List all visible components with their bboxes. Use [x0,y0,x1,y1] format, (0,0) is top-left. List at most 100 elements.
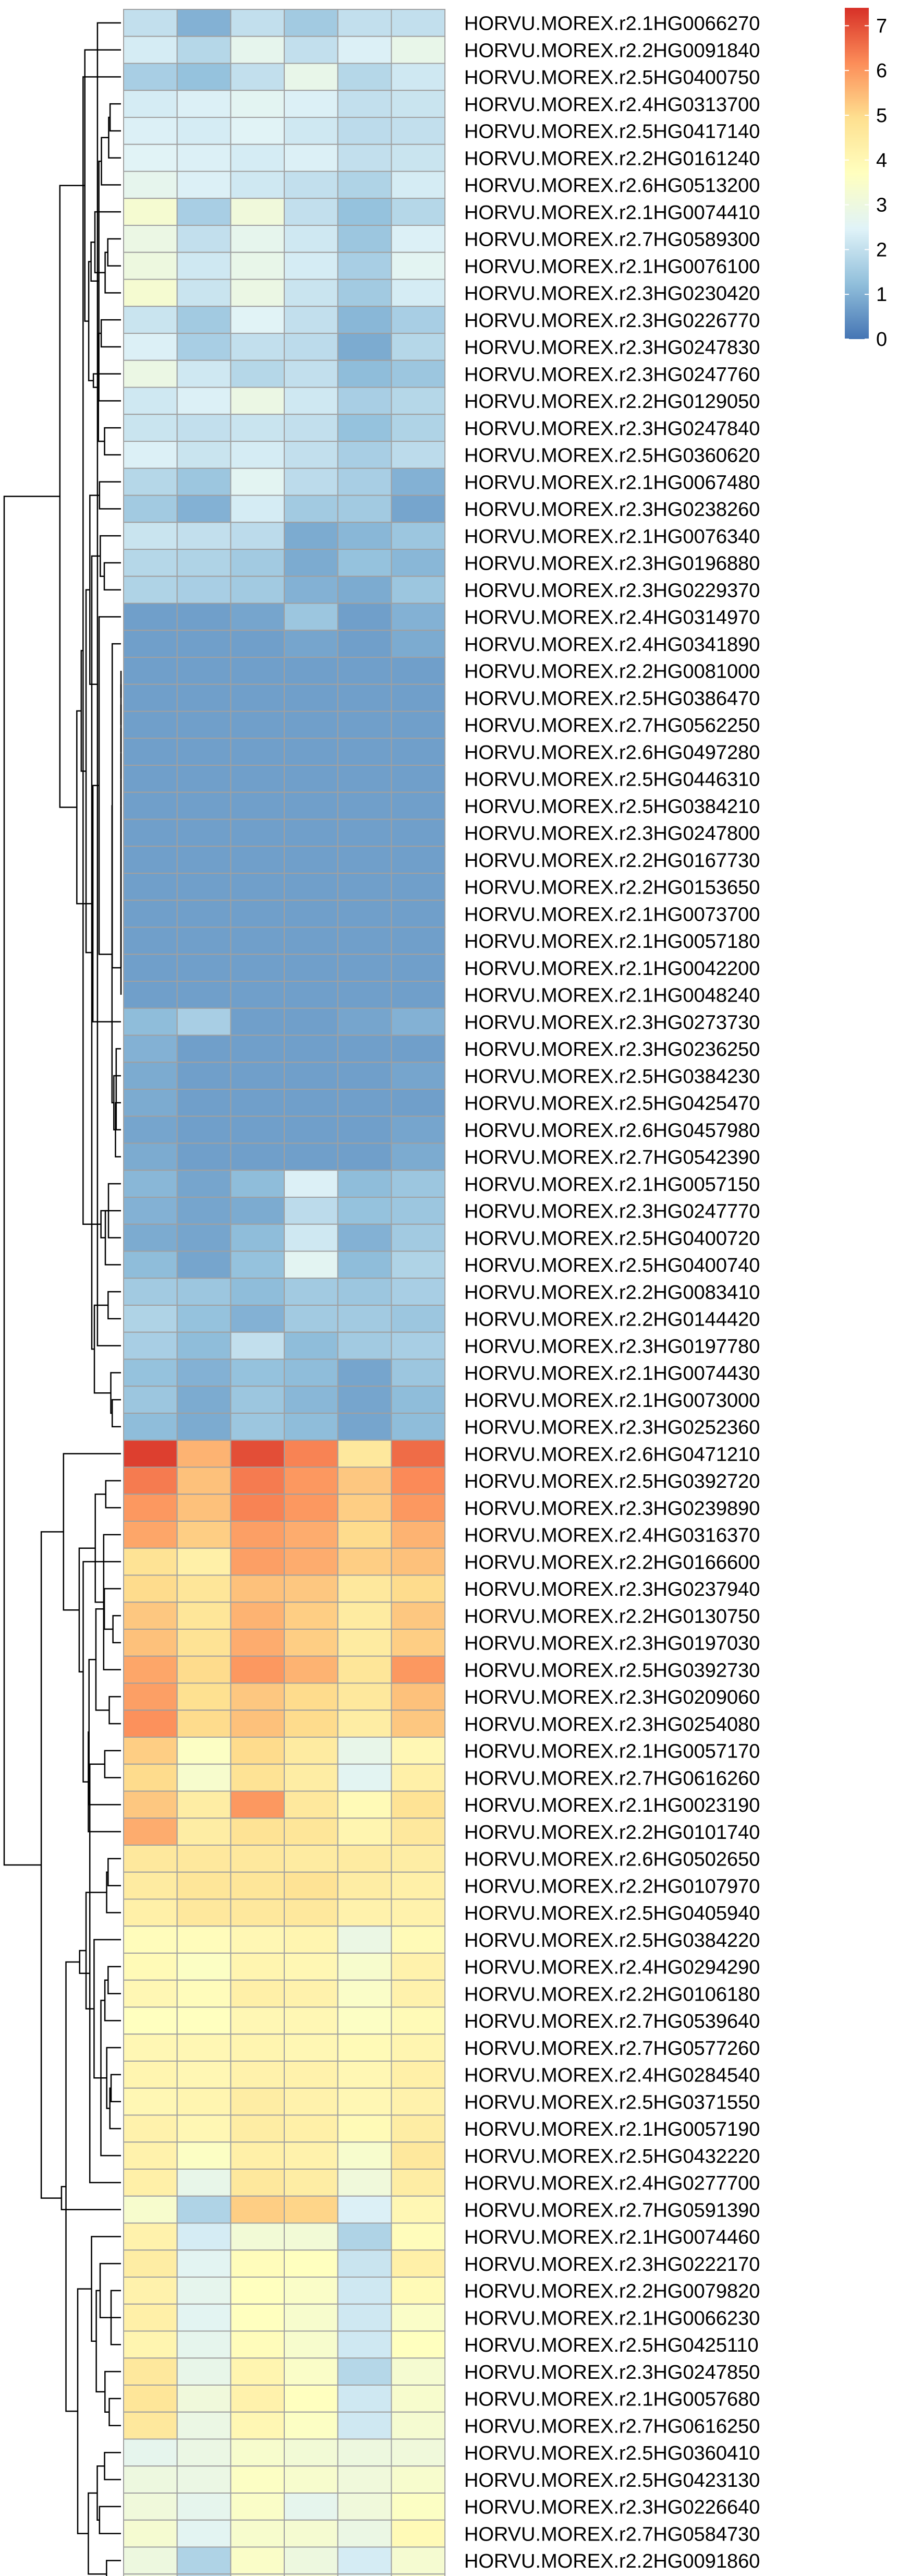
heatmap-cell [284,1115,338,1144]
heatmap-cell [123,387,178,415]
dendrogram-branch [104,2370,121,2413]
heatmap-cell [230,1602,285,1630]
heatmap-cell [123,2114,178,2143]
heatmap-cell [176,441,232,469]
heatmap-cell [337,359,392,388]
heatmap-cell [123,1358,178,1387]
heatmap-cell [123,2573,178,2576]
dendrogram-branch [105,1480,121,1509]
dendrogram-branch [78,1547,95,1672]
heatmap-cell [176,2222,232,2251]
heatmap-cell [176,35,232,64]
legend-tick-label: 1 [876,284,887,306]
heatmap-cell [391,1763,446,1792]
heatmap-cell [337,657,392,685]
heatmap-cell [176,1710,232,1738]
heatmap-cell [337,2061,392,2089]
heatmap-cell [176,2519,232,2548]
heatmap-cell [230,387,285,415]
dendrogram-branch [99,2506,121,2534]
heatmap-cell [176,683,232,712]
heatmap-cell [123,2061,178,2089]
heatmap-cell [230,2546,285,2575]
row-label: HORVU.MOREX.r2.1HG0074430 [464,1363,760,1385]
row-label: HORVU.MOREX.r2.5HG0392720 [464,1471,760,1492]
heatmap-cell [284,2493,338,2521]
heatmap-cell [284,1439,338,1468]
row-label: HORVU.MOREX.r2.1HG0076340 [464,526,760,548]
row-label: HORVU.MOREX.r2.5HG0432220 [464,2146,760,2168]
heatmap-cell [337,2222,392,2251]
heatmap-cell [284,63,338,91]
heatmap-cell [176,981,232,1009]
heatmap-cell [230,549,285,577]
heatmap-cell [176,1386,232,1414]
heatmap-cell [284,630,338,658]
heatmap-cell [230,441,285,469]
heatmap-cell [230,1682,285,1711]
heatmap-cell [176,1817,232,1846]
heatmap-cell [176,2006,232,2035]
heatmap-cell [391,1197,446,1225]
dendrogram-branch [96,22,121,1346]
heatmap-cell [176,1763,232,1792]
heatmap-cell [230,1898,285,1927]
row-label: HORVU.MOREX.r2.5HG0405940 [464,1903,760,1924]
row-label: HORVU.MOREX.r2.5HG0446310 [464,769,760,791]
heatmap-cell [230,117,285,145]
dendrogram-branch [112,1615,121,1644]
heatmap-cell [230,1790,285,1819]
row-label: HORVU.MOREX.r2.7HG0616250 [464,2415,760,2437]
dendrogram-branch [101,137,121,186]
heatmap-cell [337,467,392,496]
heatmap-cell [176,467,232,496]
heatmap-cell [391,1358,446,1387]
heatmap-cell [230,1655,285,1684]
row-label: HORVU.MOREX.r2.2HG0091840 [464,40,760,62]
heatmap-cell [391,467,446,496]
heatmap-cell [123,117,178,145]
heatmap-cell [230,1278,285,1306]
dendrogram-branch [100,1210,121,1238]
heatmap-cell [337,2087,392,2116]
heatmap-cell [391,683,446,712]
heatmap-cell [391,846,446,874]
heatmap-cell [230,575,285,604]
heatmap-cell [391,1278,446,1306]
heatmap-cell [284,9,338,37]
heatmap-cell [123,791,178,820]
row-label: HORVU.MOREX.r2.7HG0562250 [464,715,760,737]
heatmap-cell [284,1790,338,1819]
heatmap-cell [230,873,285,901]
heatmap-cell [176,1034,232,1063]
heatmap-cell [176,2061,232,2089]
heatmap-cell [391,1223,446,1252]
heatmap-cell [284,2330,338,2359]
heatmap-cells [123,9,446,2576]
heatmap-cell [284,1763,338,1792]
heatmap-cell [230,1089,285,1117]
heatmap-cell [230,2411,285,2440]
heatmap-cell [284,2141,338,2170]
heatmap-cell [176,1871,232,1900]
heatmap-cell [230,657,285,685]
heatmap-cell [176,2411,232,2440]
row-label: HORVU.MOREX.r2.1HG0073700 [464,904,760,925]
row-label: HORVU.MOREX.r2.2HG0144420 [464,1309,760,1331]
dendrogram-branch [63,1453,121,1611]
dendrogram-branch [104,2452,121,2481]
heatmap-cell [123,1413,178,1441]
heatmap-cell [123,2303,178,2332]
heatmap-cell [284,2114,338,2143]
heatmap-cell [391,549,446,577]
heatmap-cell [391,251,446,280]
heatmap-cell [176,1737,232,1765]
dendrogram-branch [106,1871,121,1913]
heatmap-cell [337,279,392,307]
heatmap-cell [337,414,392,442]
dendrogram-branch [107,1858,121,1886]
heatmap-cell [391,9,446,37]
row-label: HORVU.MOREX.r2.4HG0284540 [464,2065,760,2087]
heatmap-cell [337,1979,392,2008]
heatmap-cell [337,2330,392,2359]
